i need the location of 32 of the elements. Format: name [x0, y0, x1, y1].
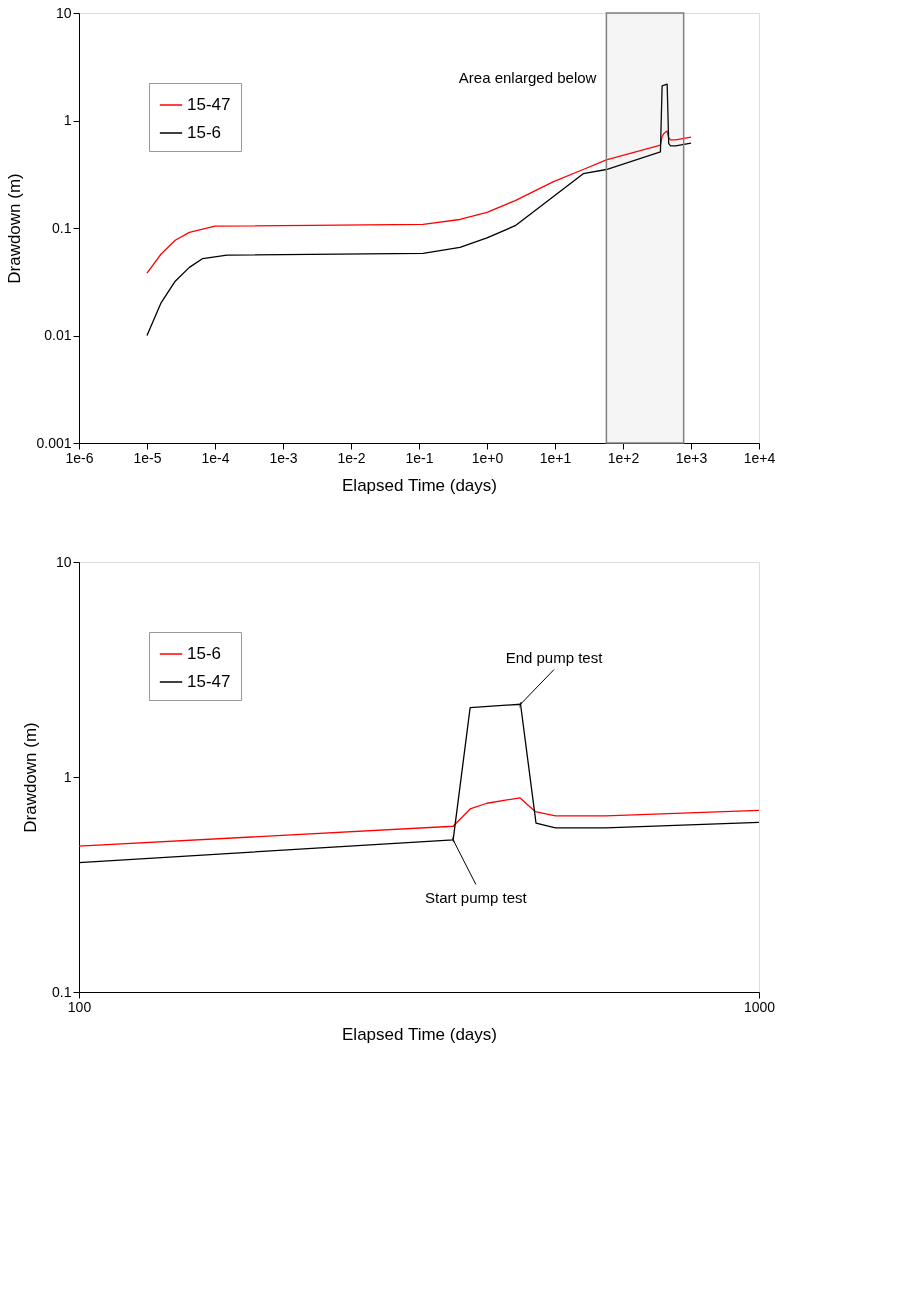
- x-tick-label: 1e+1: [539, 449, 572, 466]
- x-tick-label: 1e+3: [675, 449, 708, 466]
- annotation: End pump test: [505, 648, 604, 666]
- x-tick-label: 1e-3: [269, 449, 298, 466]
- legend-label: 15-6: [187, 123, 222, 142]
- x-tick-label: 1e+0: [471, 449, 504, 466]
- x-tick-label: 100: [67, 998, 92, 1015]
- y-tick-label: 0.1: [52, 219, 72, 236]
- y-axis-title: Drawdown (m): [5, 173, 25, 284]
- legend-label: 15-47: [187, 672, 231, 691]
- x-tick-label: 1e-1: [405, 449, 434, 466]
- x-tick-label: 1e-4: [201, 449, 230, 466]
- x-tick-label: 1e+4: [743, 449, 776, 466]
- y-tick-label: 1: [63, 112, 72, 128]
- y-tick-label: 1: [63, 768, 72, 785]
- y-tick-label: 10: [55, 553, 72, 570]
- legend-label: 15-47: [187, 95, 231, 114]
- x-tick-label: 1000: [743, 998, 776, 1015]
- x-tick-label: 1e-6: [65, 449, 94, 466]
- x-tick-label: 1e-5: [133, 449, 162, 466]
- x-tick-label: 1e-2: [337, 449, 366, 466]
- y-tick-label: 0.001: [36, 434, 72, 451]
- y-axis-title: Drawdown (m): [21, 722, 41, 833]
- x-tick-label: 1e+2: [607, 449, 640, 466]
- annotation: Start pump test: [425, 888, 528, 906]
- legend-label: 15-6: [187, 644, 222, 663]
- band-label: Area enlarged below: [458, 68, 597, 86]
- y-tick-label: 0.01: [44, 327, 72, 343]
- y-tick-label: 0.1: [52, 983, 72, 1000]
- x-axis-title: Elapsed Time (days): [342, 1024, 497, 1044]
- x-axis-title: Elapsed Time (days): [342, 475, 497, 495]
- y-tick-label: 10: [55, 4, 72, 21]
